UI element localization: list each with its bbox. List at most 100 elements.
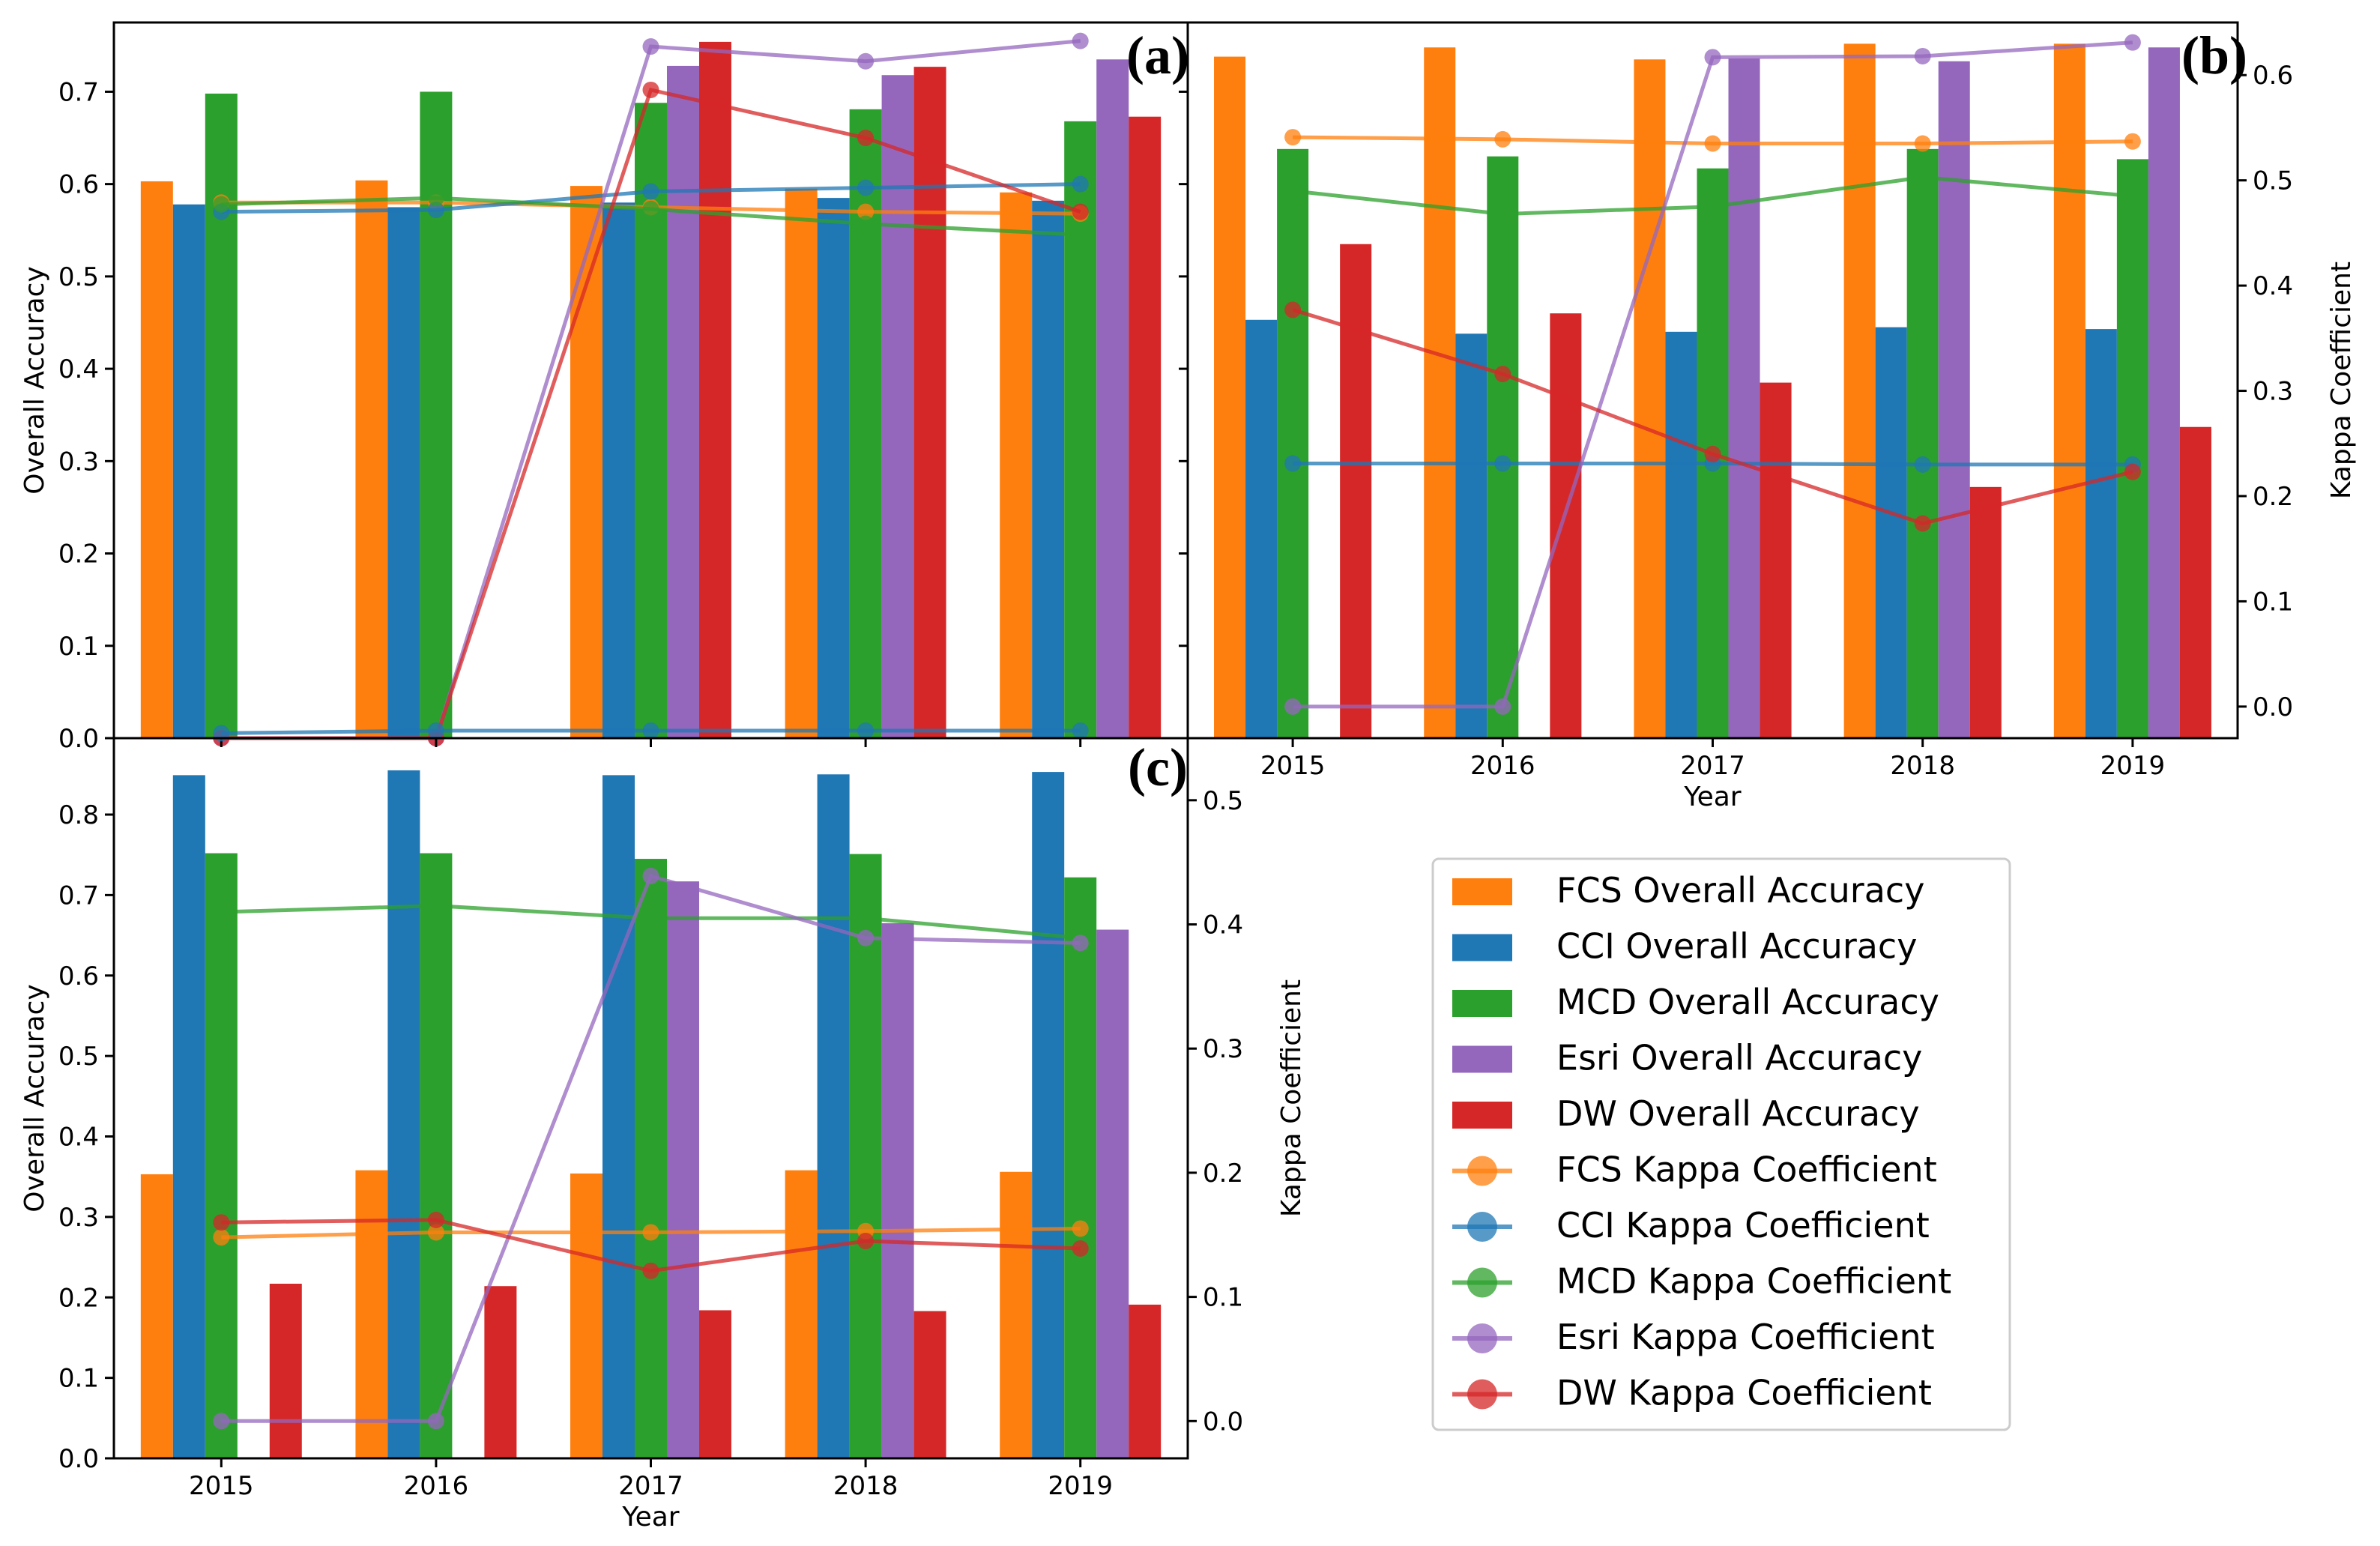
bar-cci-2018 [817, 198, 850, 738]
legend-item-cci-line: CCI Kappa Coefficient [1452, 1205, 1930, 1245]
chart-panels: 0.0 0.1 0.2 0.3 0.4 0.5 0.6 0.7 Overall Accuracy… [19, 21, 2357, 1533]
point-esri-2018 [857, 52, 875, 70]
bar-cci-2018 [817, 774, 850, 1458]
bar-dw-2015 [269, 1283, 302, 1458]
bar-fcs-2018 [785, 1170, 818, 1458]
point-mcd-2017 [642, 200, 659, 217]
point-mcd-2018 [857, 215, 875, 232]
point-mcd-2018 [857, 910, 875, 927]
legend-marker [1467, 1379, 1497, 1410]
x-tick-label-2016: 2016 [404, 1471, 469, 1501]
bar-fcs-2015 [140, 1174, 173, 1458]
bar-mcd-2016 [420, 91, 453, 738]
y-tick-label: 0.3 [58, 447, 99, 477]
point-dw-2018 [857, 1233, 875, 1250]
point-dw-2018 [1914, 515, 1931, 532]
point-mcd-2019 [2124, 187, 2141, 205]
point-fcs-2016 [427, 1224, 444, 1241]
point-fcs-2019 [1072, 1220, 1089, 1237]
point-dw-2016 [427, 1211, 444, 1228]
panel-label: (b) [2181, 25, 2247, 85]
point-fcs-2019 [2124, 133, 2141, 150]
bar-cci-2019 [1032, 772, 1065, 1458]
bar-cci-2019 [2085, 329, 2117, 738]
bar-cci-2018 [1875, 327, 1907, 739]
x-tick-label-2018: 2018 [1890, 751, 1955, 781]
y2-tick-label: 0.2 [2253, 482, 2293, 512]
point-dw-2017 [642, 81, 659, 98]
point-esri-2017 [1704, 49, 1721, 66]
bar-esri-2017 [1728, 58, 1760, 739]
bar-esri-2017 [666, 65, 699, 738]
point-dw-2016 [1494, 366, 1511, 383]
point-dw-2017 [1704, 445, 1721, 462]
bar-cci-2015 [1245, 319, 1278, 738]
bar-dw-2019 [1129, 116, 1162, 739]
legend-label: FCS Kappa Coefficient [1556, 1150, 1937, 1190]
bar-dw-2018 [913, 1311, 946, 1458]
bar-dw-2019 [1129, 1304, 1162, 1458]
bar-mcd-2015 [205, 93, 238, 739]
y-tick-label: 0.4 [58, 1123, 99, 1153]
bar-dw-2017 [1760, 382, 1792, 738]
bar-cci-2016 [1455, 333, 1488, 738]
legend-label: MCD Kappa Coefficient [1556, 1261, 1951, 1302]
point-fcs-2017 [642, 1224, 659, 1241]
point-mcd-2016 [427, 190, 444, 207]
bar-cci-2016 [387, 770, 420, 1458]
point-cci-2019 [1072, 175, 1089, 193]
bar-dw-2015 [1340, 244, 1372, 738]
legend-swatch [1452, 878, 1512, 905]
bar-fcs-2019 [1000, 192, 1033, 738]
point-cci-2018 [857, 722, 875, 740]
panel-label: (a) [1126, 25, 1189, 85]
point-mcd-2015 [213, 196, 230, 213]
legend-item-dw-bar: DW Overall Accuracy [1452, 1093, 1920, 1134]
bar-fcs-2015 [140, 181, 173, 739]
legend-label: DW Kappa Coefficient [1556, 1373, 1932, 1413]
point-esri-2016 [427, 1413, 444, 1430]
bar-fcs-2015 [1214, 56, 1246, 738]
point-esri-2016 [1494, 698, 1511, 715]
y2-tick-label: 0.3 [1203, 1034, 1243, 1064]
point-fcs-2016 [1494, 130, 1511, 148]
legend-box [1431, 857, 2011, 1431]
bar-fcs-2016 [355, 180, 388, 738]
point-esri-2019 [1072, 934, 1089, 952]
bar-cci-2017 [1665, 331, 1697, 738]
y2-tick-label: 0.2 [1203, 1159, 1243, 1189]
y-tick-label: 0.5 [58, 262, 99, 292]
point-dw-2018 [857, 130, 875, 147]
panel-label: (c) [1128, 737, 1188, 797]
y-tick-label: 0.7 [58, 881, 99, 911]
x-axis-label: Year [1683, 782, 1741, 812]
legend-label: CCI Overall Accuracy [1556, 926, 1917, 967]
legend-item-cci-bar: CCI Overall Accuracy [1452, 926, 1917, 967]
x-tick-label-2015: 2015 [189, 1471, 254, 1501]
point-fcs-2015 [1284, 129, 1302, 146]
point-cci-2017 [642, 722, 659, 740]
y2-tick-label: 0.1 [2253, 587, 2293, 617]
x-tick-label-2019: 2019 [2100, 751, 2166, 781]
point-mcd-2018 [1914, 169, 1931, 186]
point-esri-2019 [2124, 34, 2141, 51]
y-tick-label: 0.0 [58, 1444, 99, 1474]
bar-cci-2017 [602, 775, 635, 1458]
point-dw-2017 [642, 1262, 659, 1279]
y2-tick-label: 0.4 [1203, 911, 1243, 940]
y-tick-label: 0.6 [58, 961, 99, 991]
bar-fcs-2019 [1000, 1171, 1033, 1458]
point-mcd-2019 [1072, 226, 1089, 244]
legend-label: CCI Kappa Coefficient [1556, 1205, 1930, 1245]
legend-marker [1467, 1267, 1497, 1298]
chart-panel-0: 0.0 0.1 0.2 0.3 0.4 0.5 0.6 0.7 Overall Accuracy… [19, 21, 1189, 754]
point-mcd-2015 [213, 903, 230, 920]
y-tick-label: 0.1 [58, 1364, 99, 1394]
point-dw-2019 [1072, 1239, 1089, 1257]
point-mcd-2017 [1704, 198, 1721, 215]
point-cci-2015 [1284, 455, 1302, 472]
bar-mcd-2016 [420, 853, 453, 1458]
legend-item-esri-bar: Esri Overall Accuracy [1452, 1038, 1922, 1078]
legend-item-fcs-line: FCS Kappa Coefficient [1452, 1150, 1937, 1190]
y-axis-label: Overall Accuracy [19, 984, 50, 1212]
